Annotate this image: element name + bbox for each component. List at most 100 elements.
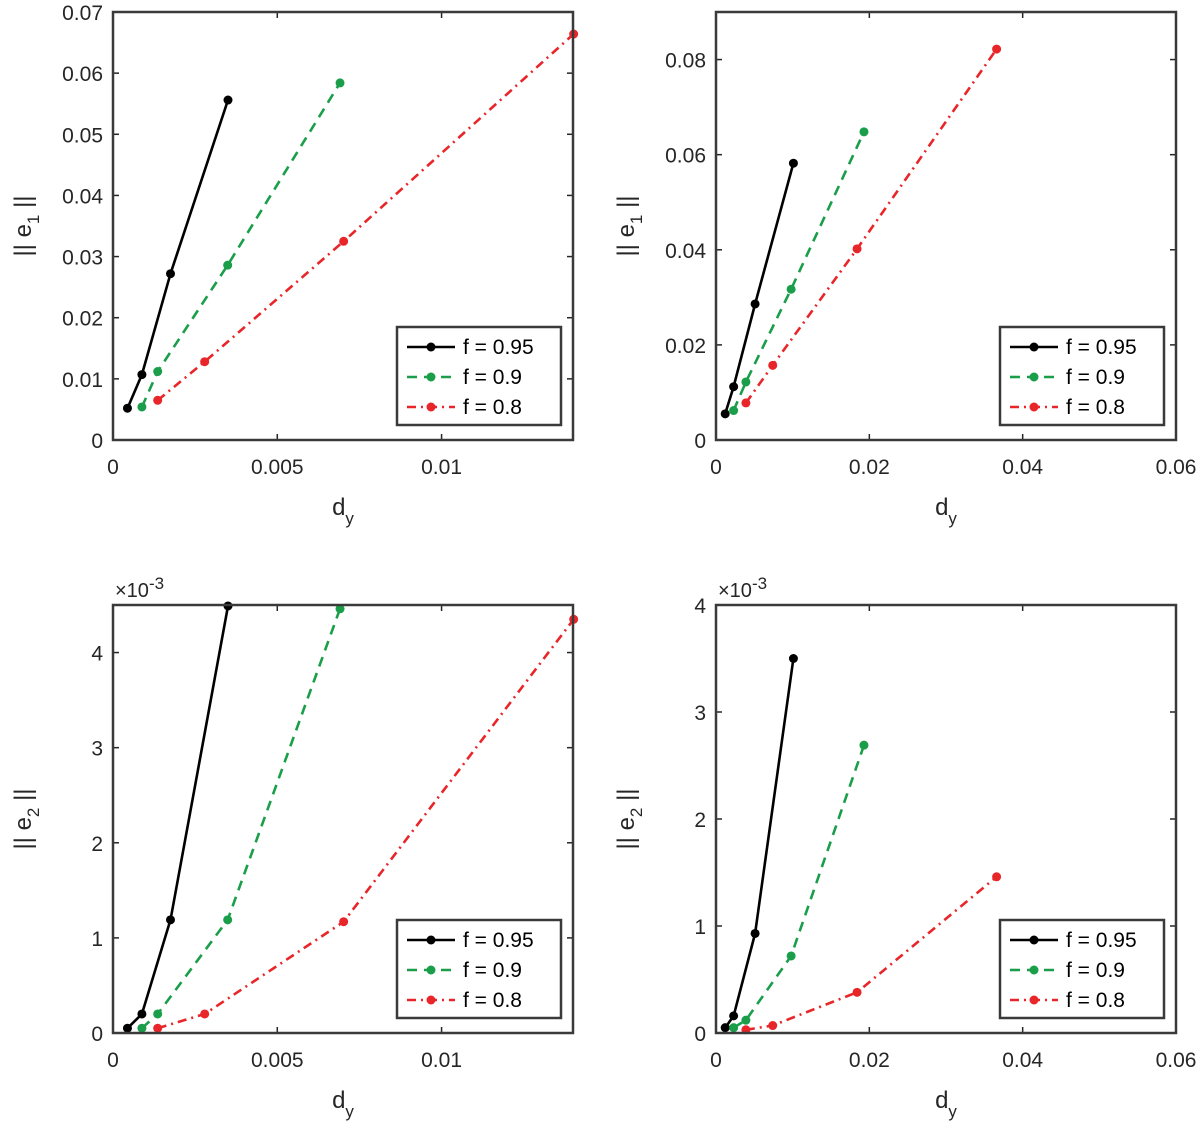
data-point (720, 409, 730, 419)
data-point (153, 367, 163, 377)
x-tick-label: 0.02 (849, 456, 890, 479)
legend-marker (426, 935, 436, 945)
data-point (852, 244, 862, 254)
y-tick-label: 0.02 (665, 335, 706, 358)
y-axis-label: || e1 || (10, 195, 43, 256)
data-point (339, 917, 349, 927)
x-axis-label: dy (935, 1087, 957, 1121)
chart-panel-4: 0 0.02 0.04 0.06 0 1 2 3 4 ×10-3 dy || e2 || f = 0.9… (613, 574, 1196, 1121)
data-point (750, 928, 760, 938)
legend-marker (1029, 995, 1039, 1005)
x-axis-label: dy (332, 1087, 354, 1121)
y-tick-label: 4 (694, 595, 706, 618)
series-line-2 (140, 82, 342, 408)
y-tick-label: 0 (91, 1023, 103, 1046)
data-point (768, 360, 778, 370)
data-point (852, 987, 862, 997)
data-point (859, 127, 869, 137)
data-point (741, 398, 751, 408)
y-tick-label: 0.01 (62, 369, 103, 392)
x-tick-label: 0 (710, 1049, 722, 1072)
legend-marker (1029, 965, 1039, 975)
legend-marker (426, 342, 436, 352)
y-tick-label: 1 (694, 916, 706, 939)
data-point (788, 654, 798, 663)
x-tick-label: 0.01 (421, 1049, 462, 1072)
x-tick-label: 0.04 (1002, 1049, 1043, 1072)
x-tick-label: 0.06 (1156, 1049, 1197, 1072)
legend-entry: f = 0.9 (1066, 959, 1125, 982)
series-line-3 (157, 618, 575, 1030)
legend-entry: f = 0.8 (463, 989, 522, 1012)
y-tick-label: 0.03 (62, 247, 103, 270)
data-point (992, 872, 1002, 882)
y-tick-label: 0.07 (62, 2, 103, 25)
legend: f = 0.95 f = 0.9 f = 0.8 (395, 325, 563, 427)
data-point (786, 284, 796, 294)
data-point (859, 740, 869, 750)
y-tick-label: 3 (91, 738, 103, 761)
legend-entry: f = 0.8 (463, 396, 522, 419)
data-point (335, 604, 345, 614)
x-tick-label: 0.04 (1002, 456, 1043, 479)
data-point (137, 1009, 147, 1019)
x-axis-label: dy (935, 494, 957, 528)
x-tick-label: 0.06 (1156, 456, 1197, 479)
legend-entry: f = 0.9 (463, 959, 522, 982)
data-point (788, 158, 798, 168)
legend-entry: f = 0.95 (1066, 929, 1137, 952)
chart-panel-2: 0 0.02 0.04 0.06 0 0.02 0.04 0.06 0.08 dy || e1 ||… (613, 10, 1197, 528)
y-tick-label: 2 (694, 809, 706, 832)
legend-entry: f = 0.9 (463, 366, 522, 389)
legend-entry: f = 0.95 (463, 929, 534, 952)
plot-frame (714, 603, 1178, 1035)
y-tick-label: 0 (694, 1023, 706, 1046)
data-point (137, 1023, 147, 1033)
legend-entry: f = 0.8 (1066, 989, 1125, 1012)
data-point (200, 357, 210, 367)
y-axis-label: || e2 || (10, 788, 43, 849)
data-point (223, 95, 233, 105)
data-point (729, 1023, 739, 1033)
data-point (166, 269, 175, 279)
legend-entry: f = 0.95 (463, 336, 534, 359)
legend: f = 0.95 f = 0.9 f = 0.8 (998, 918, 1166, 1020)
legend-marker (426, 965, 436, 975)
series-line-1 (126, 605, 230, 1030)
legend: f = 0.95 f = 0.9 f = 0.8 (395, 918, 563, 1020)
data-point (166, 915, 175, 925)
legend: f = 0.95 f = 0.9 f = 0.8 (998, 325, 1166, 427)
plot-frame (111, 10, 575, 442)
y-tick-label: 2 (91, 833, 103, 856)
series-line-2 (732, 744, 866, 1029)
data-point (223, 260, 233, 270)
data-point (729, 406, 739, 416)
y-tick-label: 0.02 (62, 308, 103, 331)
x-axis-label: dy (332, 494, 354, 528)
legend-entry: f = 0.8 (1066, 396, 1125, 419)
x-tick-label: 0.02 (849, 1049, 890, 1072)
data-point (741, 1015, 751, 1025)
legend-marker (1029, 342, 1039, 352)
data-point (729, 382, 739, 392)
data-point (122, 1023, 132, 1033)
y-exponent-label: ×10-3 (718, 574, 767, 602)
data-point (153, 1023, 163, 1033)
data-point (122, 403, 132, 413)
y-tick-label: 0.04 (62, 185, 103, 208)
y-tick-label: 3 (694, 702, 706, 725)
chart-panel-1: 0 0.005 0.01 0 0.01 0.02 0.03 0.04 0.05 0.06 0.07 d… (10, 2, 579, 528)
y-tick-label: 0.06 (62, 63, 103, 86)
data-point (335, 78, 345, 88)
legend-marker (1029, 372, 1039, 382)
y-exponent-label: ×10-3 (115, 574, 164, 602)
x-tick-label: 0 (107, 1049, 119, 1072)
data-point (137, 402, 147, 412)
data-point (750, 299, 760, 309)
plot-frame (714, 10, 1178, 442)
x-tick-label: 0.005 (251, 1049, 304, 1072)
data-point (786, 951, 796, 961)
data-point (741, 377, 751, 387)
x-tick-label: 0.01 (421, 456, 462, 479)
